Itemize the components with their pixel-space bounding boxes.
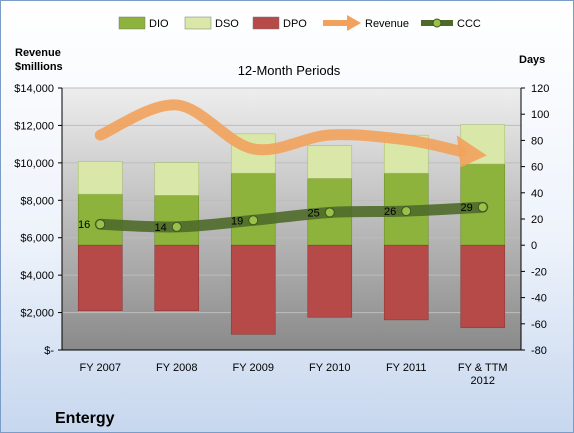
ccc-data-label: 25 (308, 207, 320, 219)
bar-dpo (154, 244, 200, 311)
right-tick-label: 40 (531, 188, 543, 200)
left-axis-title-line-2: $millions (15, 61, 63, 73)
left-tick-label: $10,000 (14, 158, 54, 170)
right-tick-label: 100 (531, 109, 549, 121)
legend-marker-ccc (432, 18, 442, 28)
left-tick-label: $14,000 (14, 83, 54, 95)
x-tick-label: FY & TTM (458, 362, 508, 374)
left-tick-label: $8,000 (20, 195, 54, 207)
bar-dpo (307, 244, 353, 318)
ccc-data-label: 16 (78, 219, 90, 231)
right-tick-label: 80 (531, 135, 543, 147)
left-axis-title-line-1: Revenue (15, 47, 61, 59)
left-tick-label: $6,000 (20, 233, 54, 245)
right-tick-label: -60 (531, 319, 547, 331)
legend-label-dpo: DPO (283, 18, 307, 30)
legend-label-dso: DSO (215, 18, 239, 30)
left-tick-label: $4,000 (20, 270, 54, 282)
ccc-point (95, 219, 106, 230)
lines: 16 14 19 25 26 29 (78, 99, 489, 234)
right-tick-label: -20 (531, 266, 547, 278)
ccc-point (401, 206, 412, 217)
legend-label-dio: DIO (149, 18, 169, 30)
x-tick-label: FY 2009 (233, 362, 274, 374)
legend-label-ccc: CCC (457, 18, 481, 30)
axes: $- $2,000 $4,000 $6,000 $8,000 $10,000 $12,000… (14, 83, 549, 387)
legend-swatch-dpo (252, 16, 280, 30)
right-tick-label: -80 (531, 345, 547, 357)
left-tick-label: $12,000 (14, 120, 54, 132)
revenue-line (94, 99, 467, 157)
chart-title: 12-Month Periods (238, 63, 341, 78)
x-tick-label: FY 2011 (386, 362, 427, 374)
bar-dso (77, 161, 123, 195)
right-axis-title: Days (519, 54, 545, 66)
bar-dpo (383, 244, 429, 321)
ccc-line (94, 201, 489, 233)
bar-dio (154, 195, 200, 246)
legend: DIO DSO DPO Revenue CCC (118, 15, 481, 31)
x-tick-label: FY 2007 (80, 362, 121, 374)
x-tick-label: FY 2008 (156, 362, 197, 374)
legend-arrowhead-revenue (347, 15, 361, 31)
x-tick-label: 2012 (471, 375, 495, 387)
bar-dpo (460, 244, 506, 329)
legend-label-revenue: Revenue (365, 18, 409, 30)
revenue-arrowhead (456, 135, 487, 168)
x-tick-label: FY 2010 (309, 362, 350, 374)
left-tick-label: $2,000 (20, 308, 54, 320)
ccc-data-label: 14 (155, 222, 167, 234)
left-tick-label: $- (44, 345, 54, 357)
right-tick-label: 120 (531, 83, 549, 95)
legend-swatch-dso (184, 16, 212, 30)
bar-dso (154, 162, 200, 196)
company-name: Entergy (55, 410, 115, 427)
right-tick-label: 20 (531, 214, 543, 226)
bar-dio (230, 172, 276, 246)
ccc-point (171, 221, 182, 232)
ccc-data-label: 26 (384, 206, 396, 218)
ccc-point (477, 202, 488, 213)
right-tick-label: -40 (531, 293, 547, 305)
right-tick-label: 60 (531, 162, 543, 174)
bar-dso (307, 145, 353, 179)
ccc-point (248, 215, 259, 226)
ccc-data-label: 19 (231, 215, 243, 227)
bar-dpo (77, 244, 123, 311)
ccc-point (324, 207, 335, 218)
right-tick-label: 0 (531, 240, 537, 252)
bars (77, 124, 506, 335)
ccc-data-label: 29 (461, 202, 473, 214)
legend-swatch-dio (118, 16, 146, 30)
bar-dpo (230, 244, 276, 335)
